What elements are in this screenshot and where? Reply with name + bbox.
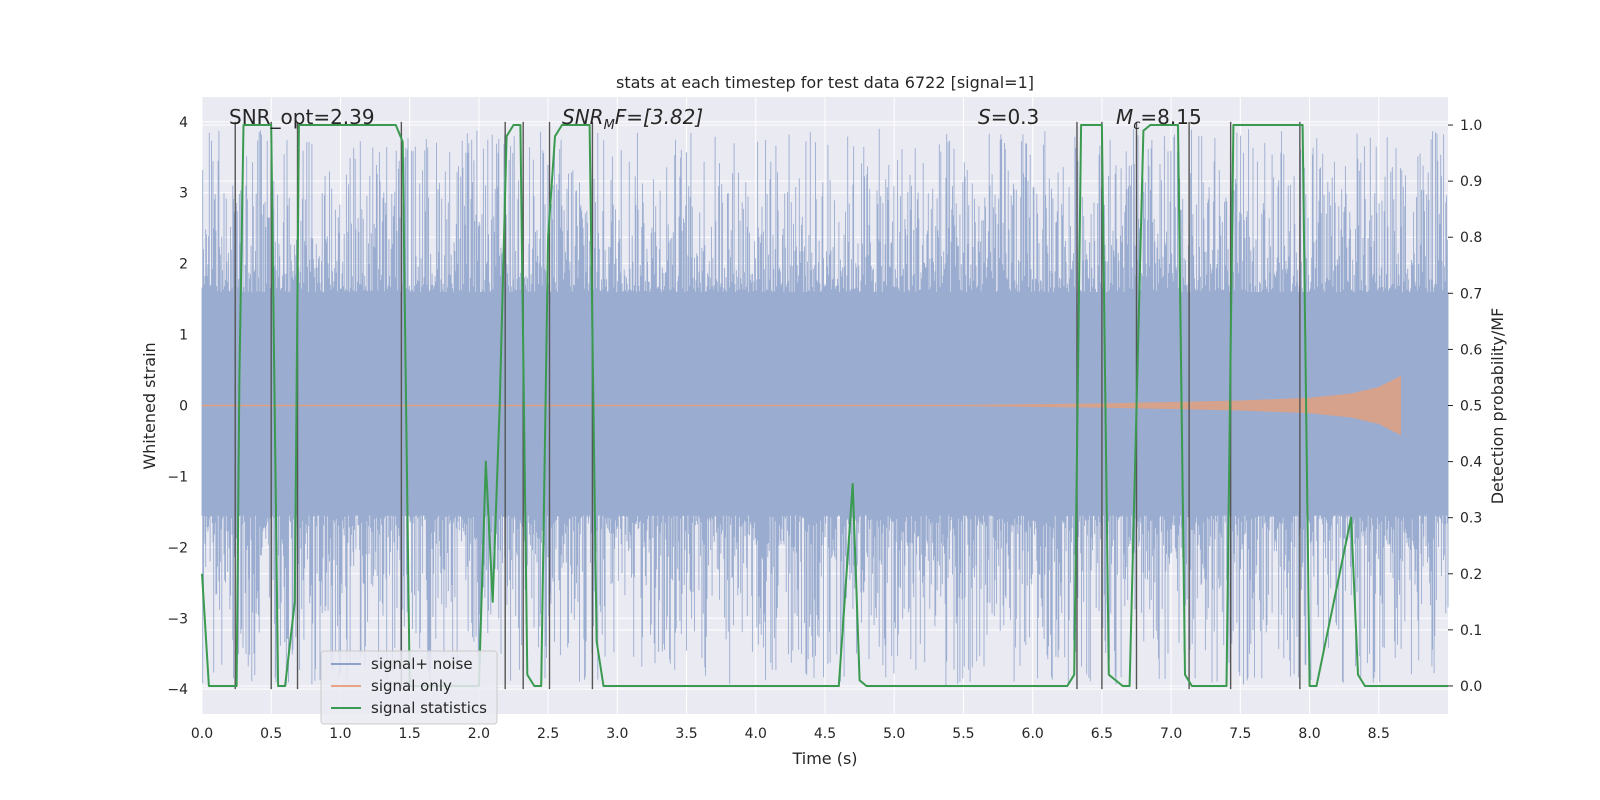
x-tick-label-1: 0.5 [260, 726, 282, 742]
x-tick-label-16: 8.0 [1298, 726, 1320, 742]
y2-tick-label-2: 0.2 [1460, 567, 1482, 583]
x-tick-label-0: 0.0 [191, 726, 213, 742]
y2-tick-label-3: 0.3 [1460, 511, 1482, 527]
x-tick-label-12: 6.0 [1022, 726, 1044, 742]
annotation-snr-mf-main: SNR [562, 105, 604, 129]
annotation-s-main: S [978, 105, 991, 129]
annotation-mc: Mc=8.15 [1116, 105, 1202, 133]
y-tick-label-0: −4 [167, 682, 188, 698]
x-tick-label-17: 8.5 [1368, 726, 1390, 742]
annotation-snr-mf-sub: M [604, 118, 615, 133]
annotation-s: S=0.3 [978, 105, 1039, 129]
x-tick-label-11: 5.5 [952, 726, 974, 742]
annotation-s-rest: =0.3 [991, 105, 1040, 129]
y2-tick-label-7: 0.7 [1460, 286, 1482, 302]
annotation-mc-sub: c [1133, 118, 1140, 133]
y-tick-label-4: 0 [179, 399, 188, 415]
y-tick-label-7: 3 [179, 186, 188, 202]
y-tick-label-6: 2 [179, 257, 188, 273]
x-tick-label-9: 4.5 [814, 726, 836, 742]
x-tick-label-5: 2.5 [537, 726, 559, 742]
chart-title: stats at each timestep for test data 672… [616, 73, 1034, 92]
annotation-snr-opt: SNR_opt=2.39 [229, 105, 375, 129]
legend-label-signal-statistics: signal statistics [371, 699, 487, 717]
y2-tick-label-5: 0.5 [1460, 399, 1482, 415]
y-tick-label-2: −2 [167, 540, 188, 556]
y-tick-label-8: 4 [179, 115, 188, 131]
x-tick-label-13: 6.5 [1091, 726, 1113, 742]
annotation-snr-mf-rest: F=[3.82] [615, 105, 703, 129]
y2-tick-label-6: 0.6 [1460, 342, 1482, 358]
legend-label-signal-noise: signal+ noise [371, 655, 473, 673]
y2-tick-label-9: 0.9 [1460, 174, 1482, 190]
y2-tick-label-10: 1.0 [1460, 118, 1482, 134]
signal-statistics-series [201, 124, 1448, 687]
x-tick-label-15: 7.5 [1229, 726, 1251, 742]
legend-label-signal-only: signal only [371, 677, 452, 695]
y2-axis-label: Detection probability/MF [1488, 308, 1507, 505]
annotation-mc-main: M [1116, 105, 1133, 129]
x-tick-label-10: 5.0 [883, 726, 905, 742]
x-tick-label-4: 2.0 [468, 726, 490, 742]
annotation-mc-rest: =8.15 [1140, 105, 1201, 129]
signal-statistics-line [201, 124, 1448, 687]
x-tick-label-3: 1.5 [399, 726, 421, 742]
annotation-snr-mf: SNRMF=[3.82] [562, 105, 703, 133]
x-tick-label-2: 1.0 [329, 726, 351, 742]
y2-tick-label-1: 0.1 [1460, 623, 1482, 639]
x-tick-label-14: 7.0 [1160, 726, 1182, 742]
tick-labels: 0.0 0.5 1.0 1.5 2.0 2.5 3.0 3.5 4.0 4.5 5.0 5.5 6.0 6… [167, 115, 1482, 742]
legend: signal+ noise signal only signal statist… [320, 650, 498, 725]
x-tick-label-8: 4.0 [745, 726, 767, 742]
y-axis-label: Whitened strain [140, 342, 159, 469]
x-axis-label: Time (s) [791, 749, 857, 768]
y-tick-label-3: −1 [167, 469, 188, 485]
y2-tick-label-4: 0.4 [1460, 455, 1482, 471]
x-tick-label-6: 3.0 [606, 726, 628, 742]
y-tick-label-5: 1 [179, 328, 188, 344]
y2-tick-label-8: 0.8 [1460, 230, 1482, 246]
y2-tick-label-0: 0.0 [1460, 679, 1482, 695]
x-tick-label-7: 3.5 [675, 726, 697, 742]
y-tick-label-1: −3 [167, 611, 188, 627]
legend-box [320, 650, 498, 725]
